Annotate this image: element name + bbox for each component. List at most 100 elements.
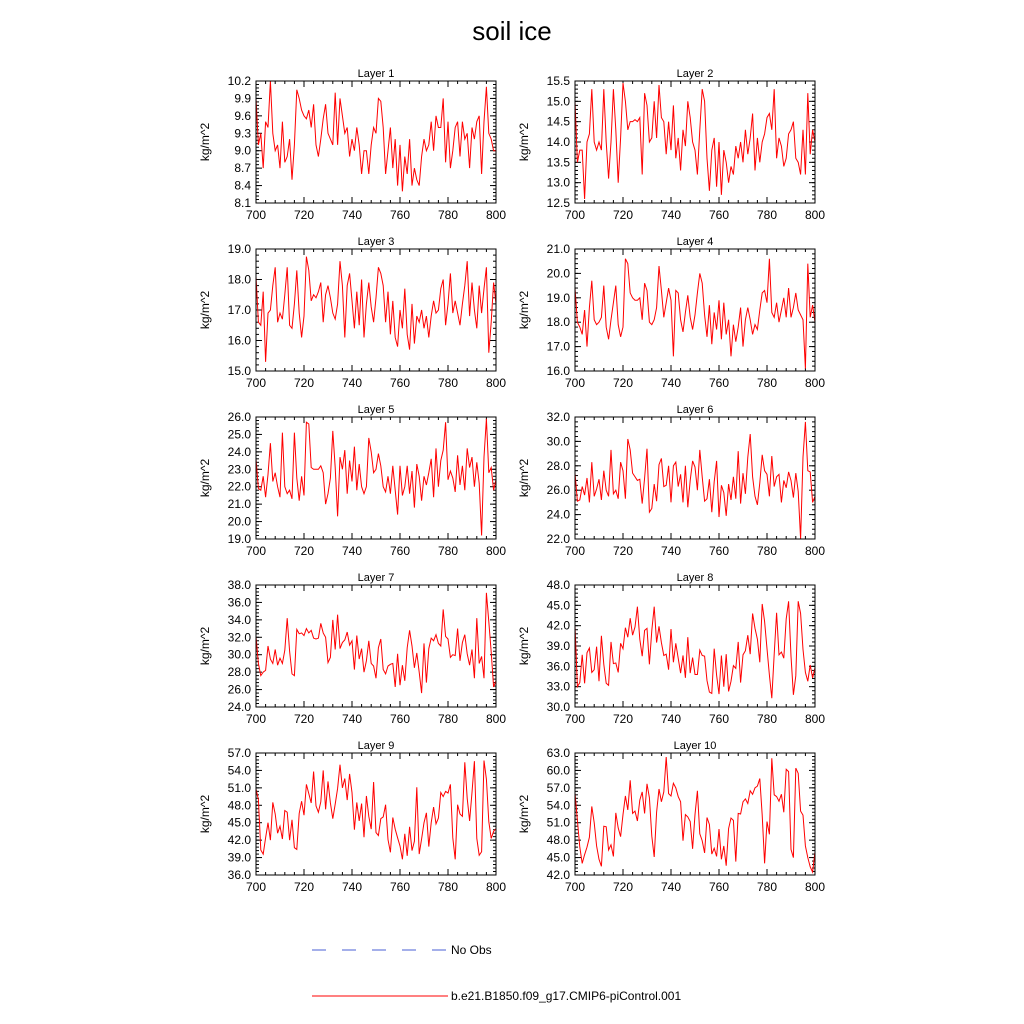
series-line	[255, 80, 496, 192]
x-tick-label: 700	[246, 376, 266, 390]
y-tick-label: 42.0	[547, 868, 571, 882]
panel-8: Layer 8 kg/m^2 700 720 740 760 780 800 48.0 45.0 4…	[517, 572, 825, 726]
panel-2: Layer 2 kg/m^2 700 720 740 760 780 800 15.5 15.0 1…	[517, 68, 825, 222]
y-tick-label: 26.0	[228, 410, 252, 424]
x-tick-label: 760	[390, 712, 410, 726]
x-tick-label: 780	[438, 208, 458, 222]
x-tick-label: 800	[486, 208, 506, 222]
y-tick-label: 30.0	[547, 700, 571, 714]
x-tick-label: 760	[390, 880, 410, 894]
series-line	[574, 421, 816, 540]
y-tick-label: 8.1	[234, 196, 251, 210]
y-tick-label: 28.0	[547, 459, 571, 473]
y-tick-label: 36.0	[228, 868, 252, 882]
x-tick-label: 700	[246, 544, 266, 558]
x-tick-label: 700	[246, 712, 266, 726]
y-tick-label: 48.0	[547, 833, 571, 847]
legend-label: No Obs	[451, 943, 492, 957]
y-tick-label: 54.0	[228, 763, 252, 777]
x-tick-label: 780	[757, 376, 777, 390]
x-tick-label: 780	[757, 880, 777, 894]
y-tick-label: 14.0	[547, 135, 571, 149]
x-tick-label: 740	[661, 544, 681, 558]
x-tick-label: 760	[390, 544, 410, 558]
x-tick-label: 800	[805, 544, 825, 558]
y-tick-label: 8.7	[234, 161, 251, 175]
x-tick-label: 780	[438, 544, 458, 558]
figure-title: soil ice	[472, 16, 552, 46]
panel-6: Layer 6 kg/m^2 700 720 740 760 780 800 32.0 30.0 2…	[517, 404, 825, 558]
x-tick-label: 800	[805, 208, 825, 222]
y-tick-label: 51.0	[228, 781, 252, 795]
y-axis-label: kg/m^2	[517, 291, 531, 330]
x-tick-label: 800	[486, 712, 506, 726]
plot-frame	[255, 416, 497, 540]
y-tick-label: 51.0	[547, 816, 571, 830]
y-tick-label: 18.0	[228, 273, 252, 287]
y-tick-label: 42.0	[547, 619, 571, 633]
y-tick-label: 19.0	[547, 291, 571, 305]
panel-4: Layer 4 kg/m^2 700 720 740 760 780 800 21.0 20.0 1…	[517, 236, 825, 390]
series-line	[574, 601, 816, 699]
y-tick-label: 9.0	[234, 144, 251, 158]
x-tick-label: 740	[342, 880, 362, 894]
y-tick-label: 22.0	[547, 532, 571, 546]
y-tick-label: 32.0	[228, 630, 252, 644]
x-tick-label: 700	[565, 208, 585, 222]
y-tick-label: 18.0	[547, 315, 571, 329]
panel-7: Layer 7 kg/m^2 700 720 740 760 780 800 38.0 36.0 3…	[198, 572, 506, 726]
x-tick-label: 760	[709, 376, 729, 390]
x-tick-label: 800	[805, 712, 825, 726]
x-tick-label: 760	[709, 208, 729, 222]
x-tick-label: 780	[438, 712, 458, 726]
x-tick-label: 800	[805, 376, 825, 390]
panel-title: Layer 6	[677, 404, 714, 416]
y-tick-label: 22.0	[228, 480, 252, 494]
y-tick-label: 17.0	[228, 303, 252, 317]
x-tick-label: 780	[757, 712, 777, 726]
y-tick-label: 32.0	[547, 410, 571, 424]
panel-title: Layer 10	[674, 740, 717, 752]
y-tick-label: 14.5	[547, 115, 571, 129]
y-axis-label: kg/m^2	[198, 459, 212, 498]
y-tick-label: 39.0	[547, 639, 571, 653]
y-tick-label: 9.3	[234, 126, 251, 140]
y-tick-label: 20.0	[228, 515, 252, 529]
y-tick-label: 16.0	[547, 364, 571, 378]
y-tick-label: 13.0	[547, 176, 571, 190]
x-tick-label: 740	[661, 880, 681, 894]
x-tick-label: 760	[390, 208, 410, 222]
x-tick-label: 720	[294, 880, 314, 894]
x-tick-label: 700	[246, 880, 266, 894]
x-tick-label: 720	[613, 208, 633, 222]
x-tick-label: 720	[294, 544, 314, 558]
y-axis-label: kg/m^2	[517, 627, 531, 666]
series-line	[255, 418, 497, 536]
x-tick-label: 780	[757, 544, 777, 558]
panel-1: Layer 1 kg/m^2 700 720 740 760 780 800 10.2 9.9 9.…	[198, 68, 506, 222]
y-tick-label: 9.9	[234, 91, 251, 105]
x-tick-label: 740	[661, 376, 681, 390]
y-axis-label: kg/m^2	[517, 795, 531, 834]
x-tick-label: 720	[613, 544, 633, 558]
x-tick-label: 700	[565, 880, 585, 894]
x-tick-label: 700	[565, 712, 585, 726]
y-tick-label: 45.0	[547, 851, 571, 865]
y-tick-label: 8.4	[234, 179, 251, 193]
x-tick-label: 720	[613, 376, 633, 390]
y-tick-label: 16.0	[228, 334, 252, 348]
y-tick-label: 36.0	[228, 595, 252, 609]
series-line	[574, 82, 816, 199]
plot-frame	[255, 248, 497, 372]
panel-title: Layer 5	[358, 404, 395, 416]
plot-frame	[255, 80, 497, 204]
panel-title: Layer 3	[358, 236, 395, 248]
y-tick-label: 38.0	[228, 578, 252, 592]
x-tick-label: 740	[342, 544, 362, 558]
x-tick-label: 720	[294, 208, 314, 222]
series-line	[255, 592, 497, 694]
x-tick-label: 800	[486, 544, 506, 558]
y-tick-label: 34.0	[228, 613, 252, 627]
x-tick-label: 720	[294, 712, 314, 726]
plot-frame	[255, 752, 497, 876]
